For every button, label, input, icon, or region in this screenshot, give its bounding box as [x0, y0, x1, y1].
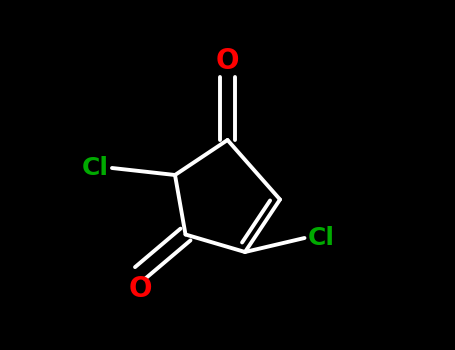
Text: O: O: [216, 47, 239, 75]
Text: Cl: Cl: [81, 156, 108, 180]
Text: Cl: Cl: [308, 226, 335, 250]
Text: O: O: [128, 275, 152, 303]
